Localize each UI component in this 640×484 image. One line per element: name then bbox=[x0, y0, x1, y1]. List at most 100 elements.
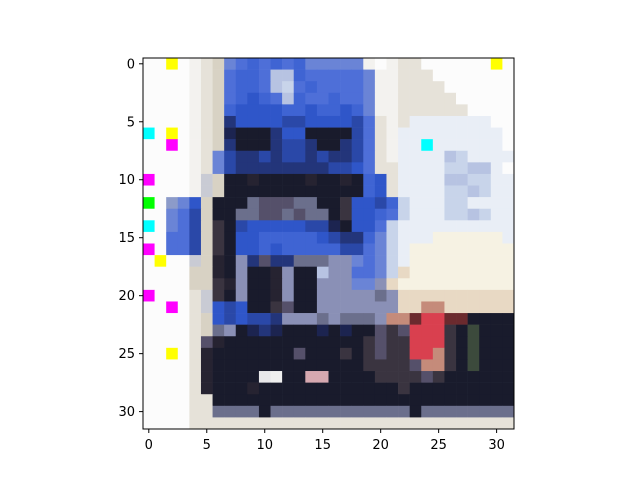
heatmap-cell bbox=[224, 417, 237, 430]
heatmap-cell bbox=[143, 185, 155, 198]
heatmap-cell bbox=[479, 394, 492, 407]
heatmap-cell bbox=[386, 185, 399, 198]
heatmap-cell bbox=[363, 359, 376, 372]
heatmap-cell bbox=[270, 185, 283, 198]
heatmap-cell bbox=[224, 104, 237, 117]
heatmap-cell bbox=[409, 139, 422, 152]
heatmap-cell bbox=[154, 301, 167, 314]
heatmap-cell bbox=[143, 313, 155, 325]
heatmap-cell bbox=[212, 139, 225, 152]
heatmap-cell bbox=[177, 208, 190, 221]
heatmap-cell bbox=[479, 104, 492, 117]
heatmap-cell bbox=[374, 220, 387, 233]
heatmap-cell bbox=[502, 127, 515, 140]
heatmap-cell bbox=[177, 127, 190, 140]
heatmap-cell bbox=[143, 324, 155, 337]
heatmap-cell bbox=[143, 173, 155, 186]
heatmap-cell bbox=[456, 115, 468, 128]
heatmap-cell bbox=[166, 173, 179, 186]
heatmap-cell bbox=[270, 127, 283, 140]
heatmap-cell bbox=[502, 371, 515, 383]
heatmap-cell bbox=[258, 417, 271, 430]
heatmap-cell bbox=[235, 173, 248, 186]
heatmap-cell bbox=[270, 255, 283, 267]
heatmap-cell bbox=[166, 243, 179, 256]
heatmap-cell bbox=[282, 81, 295, 94]
heatmap-cell bbox=[351, 197, 364, 210]
heatmap-cell bbox=[166, 371, 179, 383]
heatmap-cell bbox=[340, 162, 352, 175]
heatmap-cell bbox=[351, 58, 364, 70]
heatmap-cell bbox=[398, 382, 410, 395]
heatmap-cell bbox=[166, 185, 179, 198]
heatmap-cell bbox=[444, 313, 457, 325]
heatmap-cell bbox=[224, 255, 237, 267]
heatmap-cell bbox=[479, 81, 492, 94]
heatmap-cell bbox=[456, 139, 468, 152]
heatmap-cell bbox=[258, 104, 271, 117]
heatmap-cell bbox=[293, 278, 306, 291]
heatmap-cell bbox=[328, 382, 341, 395]
heatmap-cell bbox=[305, 104, 318, 117]
heatmap-cell bbox=[143, 336, 155, 349]
heatmap-cell bbox=[189, 127, 202, 140]
heatmap-cell bbox=[212, 173, 225, 186]
heatmap-cell bbox=[143, 417, 155, 430]
heatmap-cell bbox=[409, 92, 422, 105]
heatmap-cell bbox=[305, 92, 318, 105]
heatmap-cell bbox=[247, 69, 260, 82]
heatmap-cell bbox=[398, 150, 410, 163]
heatmap-cell bbox=[340, 289, 352, 302]
heatmap-cell bbox=[409, 150, 422, 163]
heatmap-cell bbox=[467, 92, 480, 105]
heatmap-cell bbox=[502, 324, 515, 337]
heatmap-cell bbox=[224, 150, 237, 163]
heatmap-cell bbox=[363, 162, 376, 175]
heatmap-cell bbox=[177, 359, 190, 372]
heatmap-cell bbox=[444, 185, 457, 198]
heatmap-cell bbox=[432, 289, 445, 302]
heatmap-cell bbox=[166, 255, 179, 267]
heatmap-cell bbox=[224, 278, 237, 291]
heatmap-cell bbox=[282, 162, 295, 175]
heatmap-cell bbox=[305, 394, 318, 407]
heatmap-cell bbox=[502, 173, 515, 186]
heatmap-cell bbox=[247, 313, 260, 325]
heatmap-cell bbox=[409, 231, 422, 244]
heatmap-cell bbox=[247, 115, 260, 128]
heatmap-cell bbox=[235, 278, 248, 291]
heatmap-cell bbox=[305, 301, 318, 314]
heatmap-cell bbox=[398, 208, 410, 221]
heatmap-cell bbox=[316, 127, 329, 140]
heatmap-cell bbox=[224, 394, 237, 407]
heatmap-cell bbox=[340, 336, 352, 349]
heatmap-cell bbox=[200, 81, 213, 94]
heatmap-cell bbox=[398, 405, 410, 418]
heatmap-cell bbox=[177, 115, 190, 128]
heatmap-cell bbox=[328, 231, 341, 244]
heatmap-cell bbox=[189, 313, 202, 325]
heatmap-cell bbox=[143, 69, 155, 82]
heatmap-cell bbox=[351, 301, 364, 314]
heatmap-cell bbox=[363, 371, 376, 383]
heatmap-cell bbox=[363, 243, 376, 256]
heatmap-cell bbox=[235, 324, 248, 337]
heatmap-cell bbox=[270, 278, 283, 291]
heatmap-cell bbox=[293, 173, 306, 186]
heatmap-cell bbox=[490, 115, 503, 128]
heatmap-cell bbox=[490, 81, 503, 94]
heatmap-cell bbox=[235, 58, 248, 70]
heatmap-cell bbox=[490, 313, 503, 325]
heatmap-cell bbox=[154, 382, 167, 395]
heatmap-cell bbox=[154, 58, 167, 70]
heatmap-cell bbox=[189, 347, 202, 360]
heatmap-cell bbox=[363, 220, 376, 233]
heatmap-cell bbox=[328, 394, 341, 407]
heatmap-cell bbox=[444, 69, 457, 82]
heatmap-cell bbox=[305, 313, 318, 325]
heatmap-cell bbox=[258, 394, 271, 407]
heatmap-cell bbox=[456, 417, 468, 430]
heatmap-cell bbox=[444, 359, 457, 372]
heatmap-cell bbox=[212, 58, 225, 70]
heatmap-cell bbox=[340, 115, 352, 128]
